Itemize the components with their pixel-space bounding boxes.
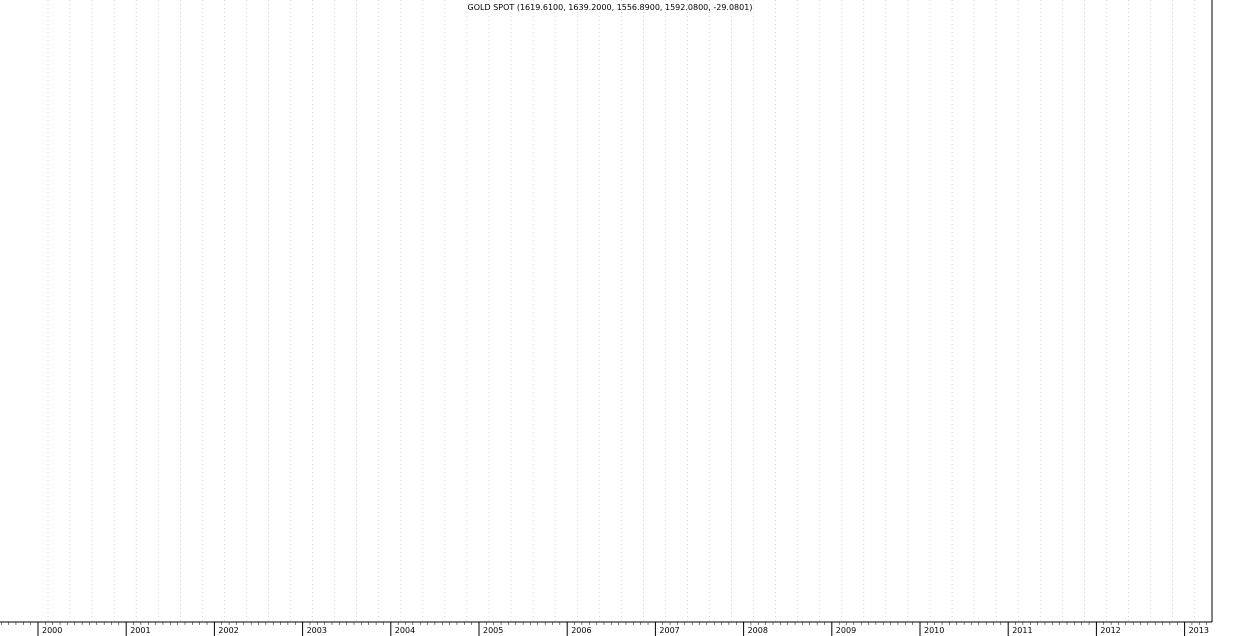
- x-tick-label: 2003: [307, 626, 327, 635]
- x-tick-label: 2004: [395, 626, 415, 635]
- x-tick-label: 2013: [1189, 626, 1209, 635]
- x-tick-label: 2012: [1100, 626, 1120, 635]
- x-tick-label: 2006: [571, 626, 591, 635]
- x-tick-label: 2005: [483, 626, 503, 635]
- x-tick-label: 2008: [748, 626, 768, 635]
- vertical-gridlines: [47, 0, 1195, 622]
- x-tick-label: 2000: [42, 626, 62, 635]
- chart-title: GOLD SPOT (1619.6100, 1639.2000, 1556.89…: [468, 3, 753, 12]
- x-tick-label: 2010: [924, 626, 944, 635]
- x-tick-label: 2009: [836, 626, 856, 635]
- x-tick-label: 2001: [130, 626, 150, 635]
- x-tick-label: 2002: [218, 626, 238, 635]
- x-tick-label: 2011: [1012, 626, 1032, 635]
- x-tick-label: 2007: [659, 626, 679, 635]
